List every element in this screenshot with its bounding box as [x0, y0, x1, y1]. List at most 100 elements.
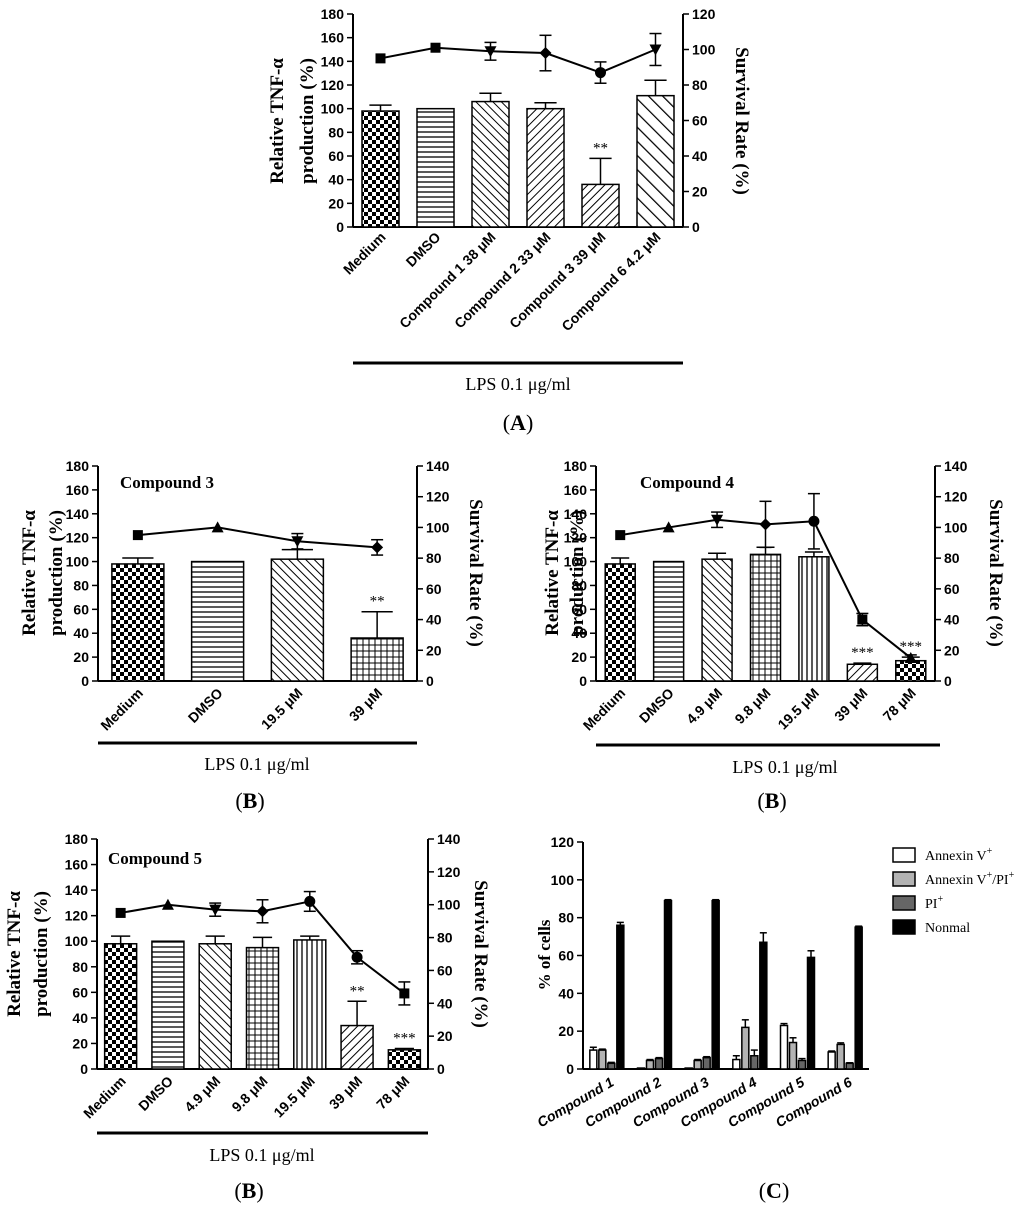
x-tick-label: Compound 2 33 μM	[451, 229, 554, 332]
bar	[732, 1058, 741, 1070]
bar	[636, 1067, 646, 1070]
y-axis-label: production (%)	[46, 510, 67, 636]
y-tick-label: 120	[321, 77, 345, 93]
y-tick-label: 0	[80, 1061, 88, 1077]
panel-title: Compound 3	[120, 473, 214, 492]
bar	[151, 940, 185, 1070]
survival-point	[375, 53, 386, 64]
significance-label: **	[350, 983, 365, 999]
y2-tick-label: 20	[692, 184, 708, 200]
y2-tick-label: 20	[426, 642, 442, 658]
y2-tick-label: 100	[944, 519, 968, 535]
bar	[693, 1059, 702, 1070]
y2-tick-label: 120	[426, 489, 450, 505]
bar	[581, 183, 620, 228]
y-tick-label: 160	[564, 482, 588, 498]
y2-tick-label: 60	[692, 113, 708, 129]
survival-point	[304, 895, 316, 907]
survival-point	[857, 614, 868, 625]
x-tick-label: 9.8 μM	[228, 1073, 270, 1115]
panel-label: (C)	[759, 1178, 790, 1203]
x-tick-label: Medium	[80, 1073, 129, 1122]
y-tick-label: 140	[66, 506, 90, 522]
bar	[836, 1043, 845, 1070]
y-tick-label: 100	[551, 872, 575, 888]
y-tick-label: 40	[571, 625, 587, 641]
bar	[827, 1051, 836, 1070]
x-tick-label: 9.8 μM	[731, 685, 773, 727]
panel-B1: 0 20 40 60 80 100 120 140 160 180 Relative TNF-α pr…	[19, 458, 486, 813]
y-axis-label: Relative TNF-α	[267, 58, 288, 184]
x-tick-label: 4.9 μM	[683, 685, 725, 727]
lps-label: LPS 0.1 μg/ml	[204, 754, 309, 774]
x-tick-label: DMSO	[185, 685, 226, 726]
bar	[654, 1057, 664, 1070]
bar	[702, 1056, 711, 1070]
survival-point	[662, 521, 675, 533]
bar	[604, 563, 636, 682]
y-axis-label: production (%)	[567, 510, 588, 636]
survival-point	[115, 907, 126, 918]
bar	[652, 560, 685, 682]
y-tick-label: 140	[564, 506, 588, 522]
x-tick-label: 39 μM	[326, 1073, 365, 1112]
survival-point	[291, 536, 304, 548]
survival-point	[649, 44, 662, 56]
y-tick-label: 40	[73, 625, 89, 641]
y-tick-label: 100	[321, 101, 345, 117]
x-tick-label: 19.5 μM	[270, 1073, 318, 1121]
significance-label: **	[593, 140, 608, 156]
bar	[471, 100, 510, 228]
bar	[788, 1041, 798, 1070]
bar	[711, 899, 720, 1070]
y-tick-label: 140	[65, 882, 89, 898]
panel-B2: 0 20 40 60 80 100 120 140 160 180 Relative TNF-α pr…	[542, 458, 1006, 813]
y2-axis-label: Survival Rate (%)	[731, 47, 752, 195]
bar	[416, 107, 455, 228]
y2-tick-label: 20	[944, 642, 960, 658]
survival-point	[595, 67, 606, 79]
bar	[750, 1055, 759, 1070]
y-tick-label: 40	[328, 172, 344, 188]
y-tick-label: 120	[564, 530, 588, 546]
y2-tick-label: 60	[426, 581, 442, 597]
y2-tick-label: 120	[944, 489, 968, 505]
y2-tick-label: 100	[692, 42, 716, 58]
bar	[845, 1062, 854, 1070]
y-tick-label: 20	[571, 649, 587, 665]
y-tick-label: 80	[571, 577, 587, 593]
bar	[895, 659, 927, 682]
y2-axis-label: Survival Rate (%)	[465, 499, 486, 647]
x-tick-label: DMSO	[636, 685, 677, 726]
y-axis-label: Relative TNF-α	[4, 891, 25, 1017]
y-tick-label: 80	[558, 910, 574, 926]
panel-title: Compound 5	[108, 849, 202, 868]
y-tick-label: 20	[72, 1035, 88, 1051]
x-tick-label: Medium	[580, 685, 629, 734]
y-axis-label: production (%)	[31, 891, 52, 1017]
y-tick-label: 180	[564, 458, 588, 474]
bar	[749, 553, 782, 682]
bar	[198, 943, 232, 1070]
x-tick-label: 39 μM	[831, 685, 870, 724]
legend-label: PI+	[925, 894, 943, 912]
bar	[797, 1059, 807, 1070]
y-tick-label: 100	[66, 554, 90, 570]
x-tick-label: Compound 1 38 μM	[396, 229, 499, 332]
y-tick-label: 20	[328, 195, 344, 211]
y2-tick-label: 40	[944, 612, 960, 628]
y-tick-label: 120	[65, 908, 89, 924]
survival-point	[711, 514, 724, 526]
survival-point	[209, 904, 222, 916]
panel-title: Compound 4	[640, 473, 735, 492]
y-tick-label: 80	[328, 124, 344, 140]
bar	[598, 1049, 607, 1070]
x-tick-label: Medium	[97, 685, 146, 734]
y-tick-label: 180	[66, 458, 90, 474]
y2-tick-label: 80	[426, 550, 442, 566]
bar	[854, 926, 863, 1070]
survival-point	[759, 518, 772, 531]
y-tick-label: 120	[66, 530, 90, 546]
bar	[270, 558, 325, 682]
